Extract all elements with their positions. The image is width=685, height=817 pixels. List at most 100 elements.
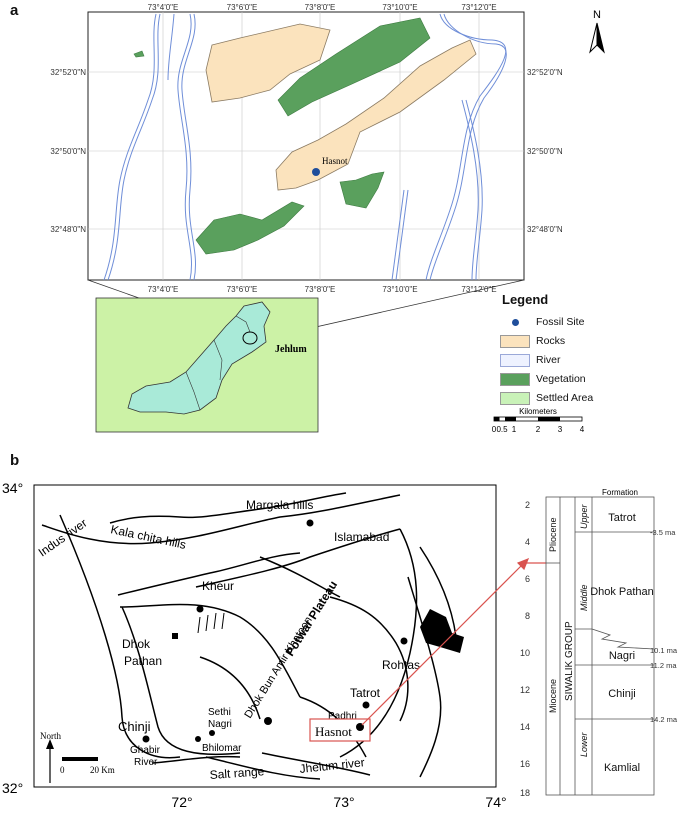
- north-arrow-icon: [589, 22, 605, 54]
- panel-a-letter: a: [10, 2, 19, 19]
- lon-label-top: 73°10'0"E: [382, 3, 417, 12]
- salt-range-label: Salt range: [209, 764, 265, 782]
- sethi-label: Sethi: [208, 707, 231, 718]
- dhok-label: Dhok: [122, 637, 151, 651]
- scale-tick: 0: [492, 425, 497, 434]
- legend-item-river: River: [500, 352, 561, 368]
- legend-label: Vegetation: [536, 373, 586, 385]
- river-lines: [103, 13, 507, 281]
- legend-item-fossil-site: Fossil Site: [500, 314, 584, 330]
- lon-label-top: 73°8'0"E: [305, 3, 336, 12]
- scale-20km-label: 20 Km: [90, 765, 115, 775]
- nagri-label: Nagri: [208, 719, 232, 730]
- lon-74-label: 74°: [485, 794, 506, 810]
- age-tick: 6: [525, 574, 530, 584]
- age-label: 11.2 ma: [650, 661, 677, 670]
- map-scale-bar: [62, 757, 98, 761]
- hasnot-highlight-box: [309, 718, 371, 742]
- legend-label: Rocks: [536, 335, 566, 347]
- lon-72-label: 72°: [171, 794, 192, 810]
- north-arrow-icon: [46, 739, 54, 783]
- scale-tick: 3: [558, 425, 563, 434]
- pakistan-outline: [127, 301, 271, 415]
- lon-label-bottom: 73°8'0"E: [305, 285, 336, 294]
- fossil-site-marker: [312, 168, 320, 176]
- lat-34-label: 34°: [2, 480, 23, 496]
- legend-item-settled-area: Settled Area: [500, 390, 593, 406]
- hasnot-to-column-arrow: [361, 557, 554, 726]
- rocks-area: [205, 23, 477, 191]
- legend-label: River: [536, 354, 561, 366]
- jehlum-label: Jehlum: [275, 344, 307, 355]
- ghabir-river-label: River: [134, 757, 158, 768]
- chinji-label: Chinji: [118, 719, 151, 734]
- fossil-site-icon: [500, 316, 530, 329]
- rohtas-label: Rohtas: [382, 658, 420, 672]
- hasnot-label: Hasnot: [315, 724, 352, 739]
- panel-a-map: Hasnot 73°4'0"E 73°6'0"E 73°8'0"E 73°10'…: [50, 3, 605, 433]
- age-label: 10.1 ma: [650, 646, 678, 655]
- pliocene-label: Pliocene: [548, 517, 558, 552]
- age-label: -3.5 ma: [650, 528, 676, 537]
- scale-tick: 4: [580, 425, 585, 434]
- lat-label-right: 32°50'0"N: [527, 147, 563, 156]
- age-tick: 4: [525, 537, 530, 547]
- bhilomar-label: Bhilomar: [202, 743, 242, 754]
- vegetation-swatch: [500, 372, 530, 386]
- tatrot-label: Tatrot: [350, 686, 381, 700]
- margala-hills-label: Margala hills: [246, 498, 313, 512]
- scale-title: Kilometers: [519, 407, 557, 416]
- dhok-pathan-formation: Dhok Pathan: [590, 586, 654, 598]
- ghabir-label: Ghabir: [130, 745, 161, 756]
- upper-label: Upper: [579, 503, 589, 529]
- hasnot-site-label: Hasnot: [322, 156, 348, 166]
- age-tick: 10: [520, 648, 530, 658]
- pathan-label: Pathan: [124, 654, 162, 668]
- lat-label-right: 32°48'0"N: [527, 225, 563, 234]
- age-tick: 8: [525, 611, 530, 621]
- age-tick: 12: [520, 685, 530, 695]
- lat-label-right: 32°52'0"N: [527, 68, 563, 77]
- north-label: N: [593, 9, 601, 21]
- middle-label: Middle: [579, 584, 589, 611]
- lat-label-left: 32°52'0"N: [50, 68, 86, 77]
- lon-label-bottom: 73°4'0"E: [148, 285, 179, 294]
- legend-label: Fossil Site: [536, 316, 585, 328]
- settled-area-swatch: [500, 391, 530, 405]
- miocene-label: Miocene: [548, 679, 558, 713]
- panel-b-letter: b: [10, 452, 20, 469]
- scale-tick: 0.5: [496, 425, 508, 434]
- scale-bar: Kilometers 0 0.5 1 2 3 4: [492, 407, 585, 434]
- lower-label: Lower: [579, 731, 589, 757]
- scale-zero-label: 0: [60, 765, 65, 775]
- rohtas-outcrop: [420, 609, 464, 653]
- north-label: North: [40, 731, 61, 741]
- formation-header: Formation: [602, 488, 638, 497]
- lon-label-bottom: 73°6'0"E: [227, 285, 258, 294]
- lon-label-bottom: 73°10'0"E: [382, 285, 417, 294]
- padhri-label: Padhri: [328, 711, 357, 722]
- vegetation-area: [133, 17, 431, 255]
- legend-title: Legend: [502, 292, 549, 307]
- age-tick: 18: [520, 788, 530, 798]
- kamlial-formation: Kamlial: [604, 762, 640, 774]
- legend-label: Settled Area: [536, 392, 594, 404]
- river-network: [41, 492, 457, 780]
- escarpment-hachures: [197, 612, 225, 634]
- jehlum-locator-circle: [242, 331, 258, 345]
- chinji-formation: Chinji: [608, 688, 636, 700]
- stratigraphic-column: Formation: [545, 488, 655, 796]
- legend-item-vegetation: Vegetation: [500, 371, 586, 387]
- geologic-map-frame: [33, 484, 497, 788]
- lat-label-left: 32°50'0"N: [50, 147, 86, 156]
- legend-item-rocks: Rocks: [500, 333, 565, 349]
- scale-tick: 2: [536, 425, 541, 434]
- scale-tick: 1: [512, 425, 517, 434]
- age-tick: 14: [520, 722, 530, 732]
- lon-label-top: 73°6'0"E: [227, 3, 258, 12]
- siwalik-group-label: SIWALIK GROUP: [564, 621, 575, 701]
- panel-b-map: 34° 32° 72° 73° 74°: [2, 480, 678, 810]
- kheur-label: Kheur: [202, 579, 234, 593]
- islamabad-label: Islamabad: [334, 530, 389, 544]
- age-label: 14.2 ma: [650, 715, 678, 724]
